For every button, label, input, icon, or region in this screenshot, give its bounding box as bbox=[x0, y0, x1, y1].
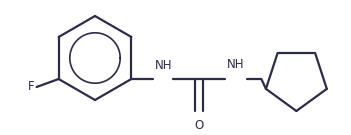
Text: NH: NH bbox=[227, 58, 245, 71]
Text: NH: NH bbox=[155, 59, 173, 72]
Text: O: O bbox=[195, 119, 204, 132]
Text: F: F bbox=[28, 80, 35, 94]
